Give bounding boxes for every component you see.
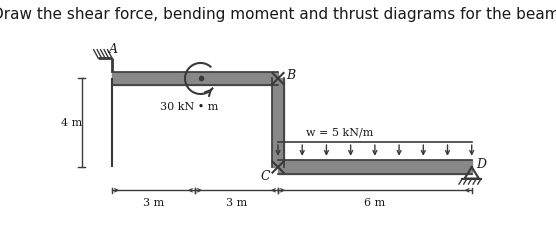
Text: w = 5 kN/m: w = 5 kN/m bbox=[306, 128, 373, 138]
Text: A: A bbox=[109, 43, 118, 56]
Text: 3 m: 3 m bbox=[143, 198, 164, 208]
Text: D: D bbox=[476, 158, 486, 171]
Bar bbox=[112, 72, 278, 85]
Text: 6 m: 6 m bbox=[364, 198, 385, 208]
Text: 3 m: 3 m bbox=[226, 198, 247, 208]
Text: C: C bbox=[260, 170, 270, 183]
Text: Draw the shear force, bending moment and thrust diagrams for the beam.: Draw the shear force, bending moment and… bbox=[0, 7, 556, 22]
Bar bbox=[278, 160, 471, 174]
Text: 30 kN • m: 30 kN • m bbox=[160, 102, 219, 112]
Text: 4 m: 4 m bbox=[61, 118, 82, 128]
Bar bbox=[272, 78, 284, 167]
Text: B: B bbox=[286, 69, 295, 82]
